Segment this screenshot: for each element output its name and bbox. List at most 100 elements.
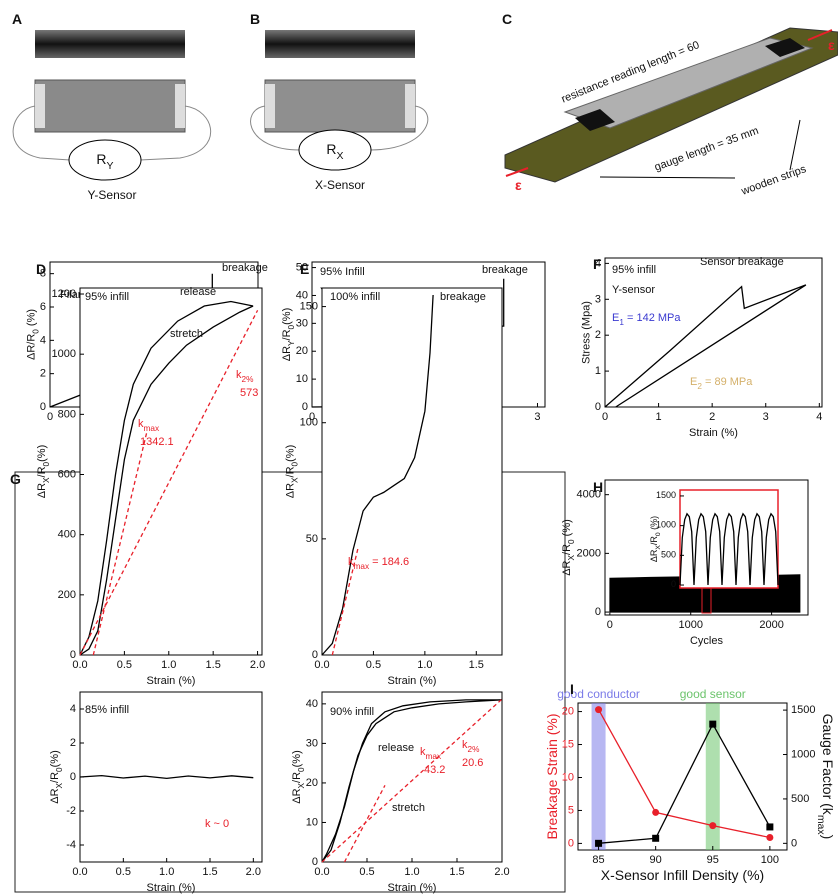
resistor [68, 139, 142, 181]
y-tick-label: 30 [306, 737, 318, 749]
x-axis-label: Strain (%) [689, 427, 738, 439]
text-part: 1500 [791, 704, 815, 716]
x-axis-label: Strain (%) [147, 675, 196, 687]
text-part: 0 [567, 539, 576, 544]
text-part: Breakage Strain (%) [544, 713, 560, 839]
text-part: X [297, 782, 306, 788]
text-part: ΔR [281, 346, 293, 361]
text-part: 100% infill [330, 291, 380, 303]
plot-area [604, 257, 823, 408]
annotation: stretch [170, 328, 203, 340]
text-part: 50 [296, 261, 308, 273]
y-tick-label: 10 [296, 373, 308, 385]
text-part: 30 [306, 737, 318, 749]
y-axis-label: ΔRX/R0(%) [36, 445, 51, 499]
line [321, 699, 502, 863]
text-part: 200 [58, 589, 76, 601]
text-part: 500 [661, 550, 676, 560]
x-tick-label: 1.0 [159, 866, 174, 878]
annotation: release [180, 286, 216, 298]
text-part: 85% infill [85, 704, 129, 716]
text-part: Strain (%) [147, 675, 196, 687]
text-part: Y [287, 340, 296, 346]
text-part: 0 [31, 329, 40, 334]
text-part: 2 [40, 368, 46, 380]
y-tick-label: 2000 [577, 547, 601, 559]
text-part: 1000 [791, 748, 815, 760]
clamp [575, 109, 615, 131]
text-part: G [10, 471, 21, 487]
text-part: 1000 [52, 348, 76, 360]
panel-letter: E [300, 261, 309, 277]
text-part: 0 [602, 411, 608, 423]
line [79, 305, 254, 656]
text-part: Y-Sensor [88, 188, 137, 202]
panel-letter: F [593, 256, 602, 272]
x-tick-label: 2.0 [250, 659, 265, 671]
text-part: E [690, 376, 697, 388]
text-part: 0.0 [314, 866, 329, 878]
marker [709, 822, 717, 830]
text-part: 95% infill [85, 291, 129, 303]
panel-letter: G [10, 471, 21, 487]
text-part: Strain (%) [147, 882, 196, 894]
y-tick-label: 1500 [656, 490, 676, 500]
y-tick-label: 0 [302, 401, 308, 413]
text-part: 20.6 [462, 757, 483, 769]
text-part: X-Sensor [315, 178, 365, 192]
marker [595, 706, 603, 714]
text-part: 0 [607, 619, 613, 631]
line [598, 709, 771, 839]
y-tick-label: 0 [70, 649, 76, 661]
text-part: max [354, 562, 370, 571]
y-tick-label: 0 [671, 579, 676, 589]
y-tick-label: 2 [70, 737, 76, 749]
text-part: 0 [287, 324, 296, 329]
text-part: H [593, 479, 603, 495]
text-part: 0 [70, 649, 76, 661]
electrode [265, 84, 275, 128]
text-part: 90 [650, 854, 662, 866]
annotation: stretch [392, 802, 425, 814]
plot-area [79, 691, 263, 863]
text-part: 0 [312, 649, 318, 661]
text-part: 0 [791, 837, 797, 849]
text-part: ΔR [36, 483, 48, 498]
annotation: Y-sensor [612, 284, 655, 296]
text-part: 0 [47, 411, 53, 423]
text-part: max [144, 424, 160, 433]
line [598, 722, 771, 844]
y-tick-label: 2 [595, 329, 601, 341]
text-part: 2% [242, 375, 255, 384]
text-part: -4 [66, 839, 76, 851]
text-part: 1000 [678, 619, 702, 631]
text-part: 4 [40, 334, 46, 346]
plot-area [79, 287, 263, 656]
panel-letter: I [570, 681, 574, 697]
x-tick-label: 0.5 [116, 866, 131, 878]
annotation: 90% infill [330, 706, 374, 718]
y-tick-label: 1 [595, 365, 601, 377]
text-part: 3 [763, 411, 769, 423]
text-part: (%) [561, 519, 573, 539]
y-tick-label: 4 [70, 703, 76, 715]
y-tick-label: 200 [58, 589, 76, 601]
y-tick-label: 0 [568, 837, 574, 849]
text-part: I [570, 681, 574, 697]
y-tick-label: 40 [306, 698, 318, 710]
line [79, 774, 254, 780]
text-part: R [326, 141, 336, 157]
text-part: 400 [58, 529, 76, 541]
x-tick-label: 85 [592, 854, 604, 866]
text-part: R [96, 151, 106, 167]
y-tick-label: 4000 [577, 489, 601, 501]
text-part: = 89 MPa [702, 376, 753, 388]
sensor-photo [265, 30, 415, 58]
x-tick-label: 2.0 [246, 866, 261, 878]
annotation: breakage [482, 264, 528, 276]
text-part: 500 [791, 793, 809, 805]
text-part: X [42, 477, 51, 483]
annotation: 100% infill [330, 291, 380, 303]
text-part: Strain (%) [388, 675, 437, 687]
text-part: 2 [697, 382, 702, 391]
